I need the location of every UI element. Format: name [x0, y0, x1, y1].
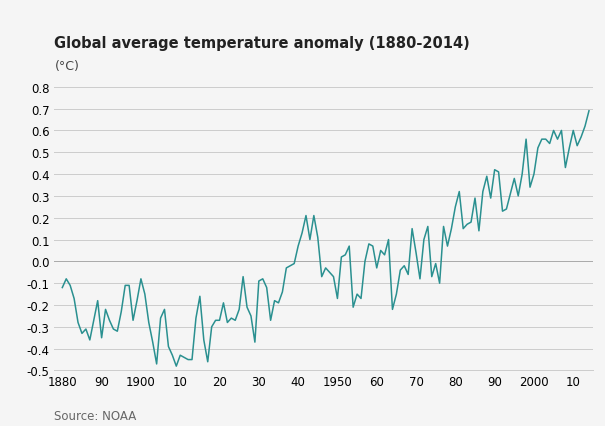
Text: Source: NOAA: Source: NOAA: [54, 409, 137, 422]
Text: Global average temperature anomaly (1880-2014): Global average temperature anomaly (1880…: [54, 36, 470, 51]
Text: (°C): (°C): [54, 60, 79, 72]
